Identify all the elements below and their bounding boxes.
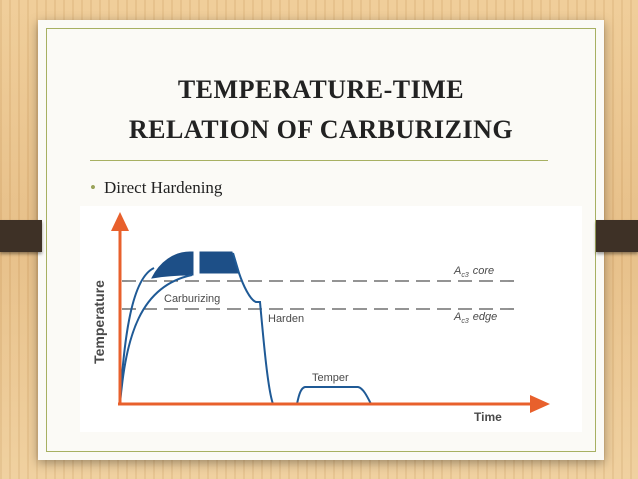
harden-curve (232, 252, 274, 405)
x-axis-arrow-icon (530, 395, 550, 413)
title-divider (90, 160, 548, 161)
carburizing-band-right (199, 251, 239, 274)
bullet-text: Direct Hardening (103, 178, 223, 197)
carburizing-label: Carburizing (164, 293, 220, 305)
temper-curve (296, 386, 372, 405)
binder-clip-right (596, 220, 638, 252)
slide-inner-border (46, 28, 596, 452)
carburizing-diagram: Temperature Time Carburizing Harden Temp… (80, 206, 582, 432)
harden-label: Harden (268, 313, 304, 325)
x-axis-label: Time (474, 410, 502, 424)
temper-label: Temper (312, 372, 349, 384)
y-axis-label: Temperature (91, 280, 107, 364)
y-axis-arrow-icon (111, 212, 129, 231)
carburizing-band-left (151, 251, 194, 279)
ac3-edge-label: Ac3 edge (453, 311, 497, 325)
binder-clip-left (0, 220, 42, 252)
slide-title-line1: TEMPERATURE-TIME (177, 75, 465, 104)
edge-temperature-curve (119, 267, 155, 405)
ac3-core-label: Ac3 core (453, 265, 494, 279)
bullet-dot-icon: • (90, 178, 96, 197)
slide-title-line2: RELATION OF CARBURIZING (128, 115, 514, 144)
bullet-item: • Direct Hardening (90, 177, 222, 199)
diagram-svg: Temperature Time Carburizing Harden Temp… (91, 212, 550, 424)
